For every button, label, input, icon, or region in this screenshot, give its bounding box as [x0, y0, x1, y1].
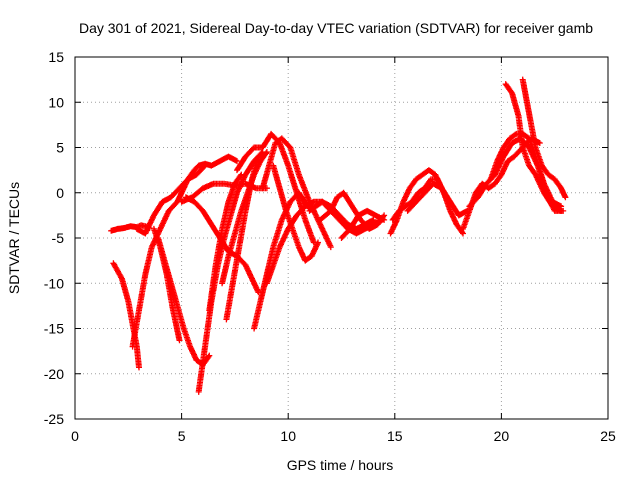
y-tick-label: -25	[44, 411, 64, 427]
series-markers	[317, 189, 388, 232]
series-track-3	[129, 189, 185, 350]
series-markers	[487, 130, 565, 210]
series-track-18	[270, 162, 321, 264]
chart-title: Day 301 of 2021, Sidereal Day-to-day VTE…	[79, 20, 593, 36]
series-markers	[404, 180, 471, 219]
series-markers	[234, 130, 317, 246]
series-markers	[259, 135, 334, 251]
series-markers	[519, 76, 569, 201]
x-tick-label: 5	[178, 428, 186, 444]
series-markers	[129, 189, 185, 350]
series-track-13	[223, 153, 262, 323]
ticks: 0 5 10 15 20 25 -25 -20 -15 -10 -5 0 5 10 15	[44, 49, 616, 444]
series-track-11	[206, 171, 245, 314]
series-track-29	[519, 76, 569, 201]
series-track-6	[155, 235, 213, 368]
y-tick-label: -20	[44, 366, 64, 382]
series-markers	[251, 189, 317, 332]
x-axis-label: GPS time / hours	[287, 457, 394, 473]
series-track-16	[259, 135, 334, 251]
series-track-21	[338, 207, 388, 241]
series-track-15	[251, 189, 317, 332]
x-tick-label: 0	[71, 428, 79, 444]
y-tick-label: -10	[44, 275, 64, 291]
x-tick-label: 20	[494, 428, 510, 444]
data-points	[108, 76, 569, 395]
series-track-14	[234, 130, 317, 246]
grid	[75, 57, 608, 419]
y-tick-label: -5	[52, 230, 65, 246]
y-tick-label: 15	[48, 49, 64, 65]
y-tick-label: 10	[48, 94, 64, 110]
series-markers	[155, 235, 213, 368]
series-track-20	[317, 189, 388, 232]
series-markers	[270, 162, 321, 264]
series-track-24	[404, 180, 471, 219]
series-track-22	[387, 167, 452, 237]
series-markers	[502, 81, 565, 214]
x-tick-label: 15	[387, 428, 403, 444]
y-tick-label: -15	[44, 321, 64, 337]
x-tick-label: 10	[280, 428, 296, 444]
y-tick-label: 5	[56, 140, 64, 156]
series-markers	[387, 167, 452, 237]
series-markers	[178, 153, 240, 196]
y-axis-label: SDTVAR / TECUs	[6, 182, 22, 294]
series-markers	[338, 207, 388, 241]
series-track-27	[487, 130, 565, 210]
series-markers	[223, 153, 262, 323]
series-track-7	[178, 153, 240, 196]
y-tick-label: 0	[56, 185, 64, 201]
series-track-28	[502, 81, 565, 214]
series-markers	[206, 171, 245, 314]
x-tick-label: 25	[600, 428, 616, 444]
